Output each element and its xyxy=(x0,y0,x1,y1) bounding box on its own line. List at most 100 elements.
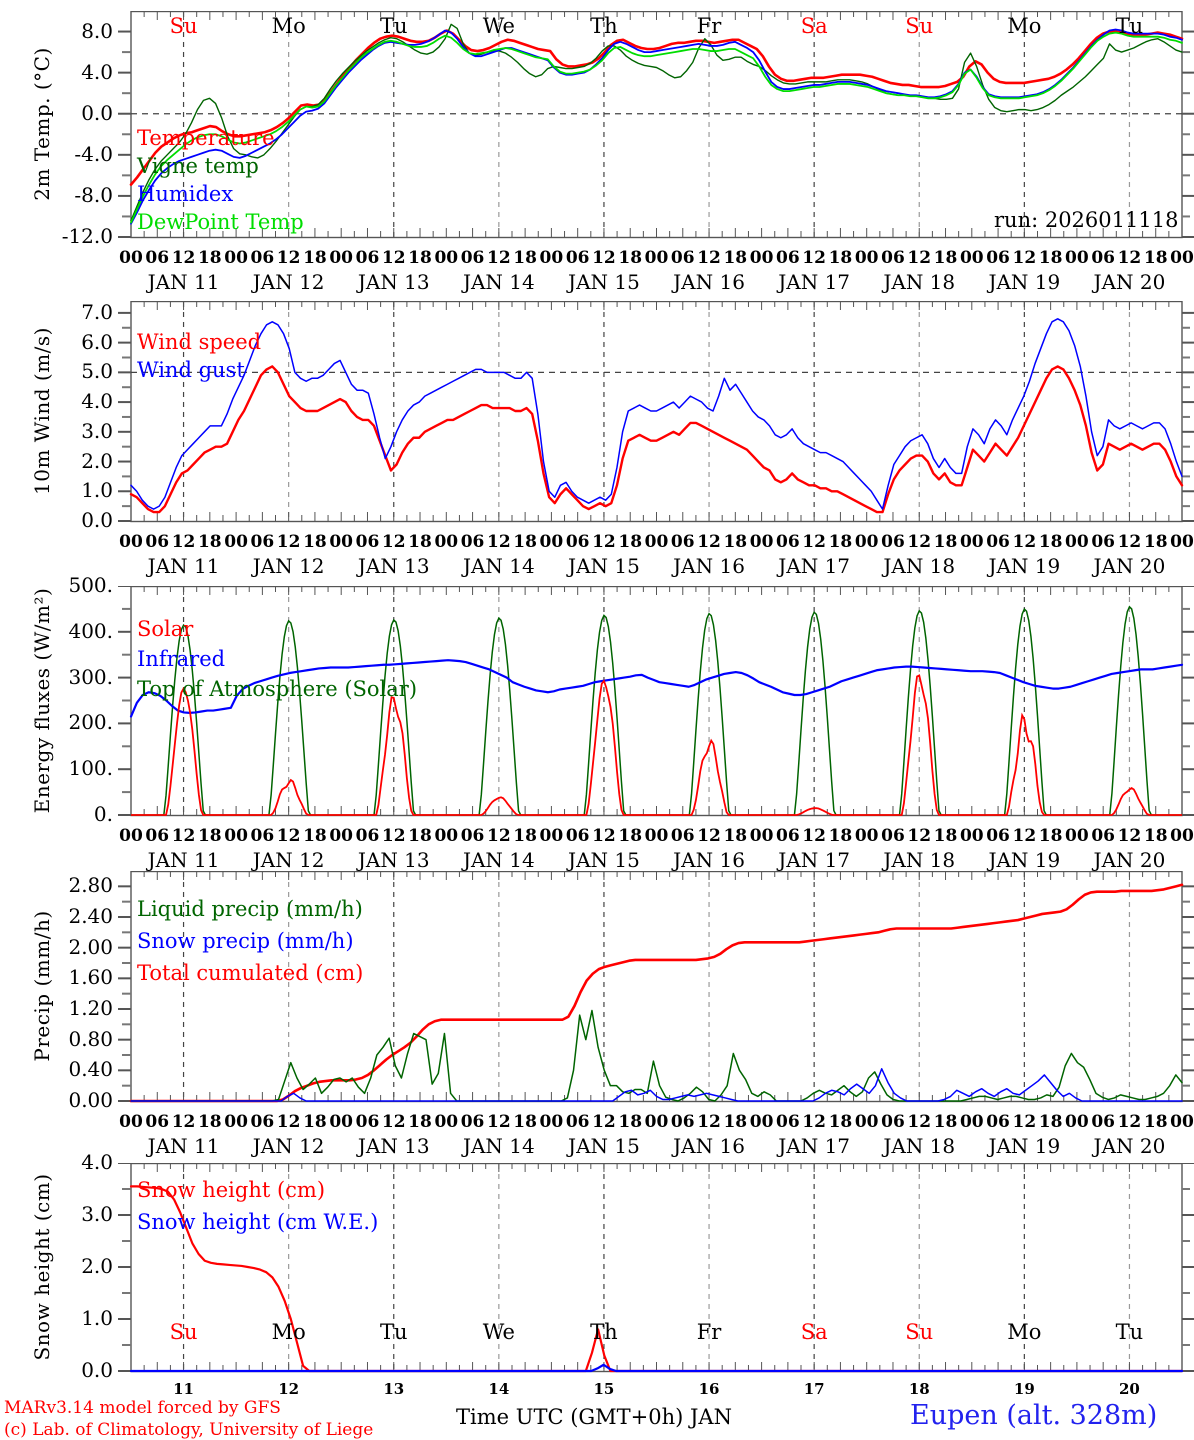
y-tick-label: 4.0 xyxy=(81,389,113,414)
weekday-label-tu-9: Tu xyxy=(1115,14,1144,38)
x-day-number-label: 14 xyxy=(488,1380,510,1398)
x-day-number-label: 12 xyxy=(278,1380,300,1398)
legend-item-wind-1: Wind gust xyxy=(137,358,245,382)
x-day-number-label: 20 xyxy=(1119,1380,1140,1398)
weekday-label-tu-9: Tu xyxy=(1115,1320,1144,1344)
x-hour-tick-label: 06 xyxy=(250,826,275,846)
x-hour-tick-label: 00 xyxy=(1170,248,1194,268)
x-hour-tick-label: 06 xyxy=(355,826,380,846)
x-hour-tick-label: 06 xyxy=(881,1112,905,1132)
x-hour-tick-label: 00 xyxy=(539,826,564,846)
x-hour-tick-label: 18 xyxy=(723,248,748,268)
legend-item-precip-1: Snow precip (mm/h) xyxy=(137,929,354,953)
x-hour-tick-label: 18 xyxy=(828,1112,853,1132)
x-hour-tick-label: 06 xyxy=(250,248,275,268)
x-hour-tick-label: 12 xyxy=(592,532,616,552)
y-tick-label: 300. xyxy=(68,664,113,689)
x-hour-tick-label: 12 xyxy=(1012,1112,1037,1132)
weekday-label-su-7: Su xyxy=(905,14,934,38)
x-hour-tick-label: 12 xyxy=(276,532,301,552)
x-hour-tick-label: 12 xyxy=(1012,826,1037,846)
x-date-label: JAN 18 xyxy=(883,1134,956,1158)
x-hour-tick-label: 12 xyxy=(171,1112,196,1132)
y-tick-label: 100. xyxy=(68,756,113,781)
x-hour-tick-label: 00 xyxy=(539,248,564,268)
x-hour-tick-label: 00 xyxy=(644,532,669,552)
y-tick-label: 3.0 xyxy=(81,1202,113,1226)
x-hour-tick-label: 06 xyxy=(776,1112,800,1132)
legend-item-temperature-3: DewPoint Temp xyxy=(137,210,304,234)
x-date-label: JAN 12 xyxy=(252,848,325,872)
x-hour-tick-label: 00 xyxy=(539,1112,564,1132)
x-day-number-label: 18 xyxy=(908,1380,930,1398)
x-hour-tick-label: 18 xyxy=(933,532,958,552)
weekday-label-su-0: Su xyxy=(169,1320,198,1344)
x-date-label: JAN 14 xyxy=(462,848,535,872)
x-date-label: JAN 11 xyxy=(147,848,220,872)
x-date-label: JAN 18 xyxy=(883,554,956,578)
x-date-label: JAN 15 xyxy=(568,1134,640,1158)
x-hour-tick-label: 00 xyxy=(959,826,984,846)
x-hour-tick-label: 12 xyxy=(592,1112,616,1132)
y-tick-label: 0.80 xyxy=(68,1026,113,1051)
x-hour-tick-label: 06 xyxy=(355,248,380,268)
x-hour-tick-label: 00 xyxy=(644,1112,669,1132)
x-hour-tick-label: 06 xyxy=(145,826,170,846)
x-hour-tick-label: 06 xyxy=(355,532,380,552)
x-hour-tick-label: 00 xyxy=(1065,248,1089,268)
x-hour-tick-label: 06 xyxy=(776,248,800,268)
legend-item-temperature-0: Temperature xyxy=(137,126,275,150)
y-tick-label: 200. xyxy=(68,710,113,735)
x-hour-tick-label: 12 xyxy=(1117,826,1142,846)
x-hour-tick-label: 00 xyxy=(644,826,669,846)
x-hour-tick-label: 00 xyxy=(644,248,669,268)
run-label: run: 2026011118 xyxy=(994,208,1179,232)
x-hour-tick-label: 00 xyxy=(854,826,879,846)
x-hour-tick-label: 00 xyxy=(1170,1112,1194,1132)
series-line xyxy=(130,318,1183,510)
plot-canvas xyxy=(118,1163,1194,1373)
x-date-label: JAN 14 xyxy=(462,554,535,578)
x-hour-tick-label: 18 xyxy=(618,826,643,846)
x-hour-tick-label: 06 xyxy=(355,1112,380,1132)
x-hour-tick-label: 00 xyxy=(329,826,354,846)
x-hour-tick-label: 18 xyxy=(303,1112,327,1132)
x-day-number-label: 15 xyxy=(593,1380,615,1398)
plot-canvas xyxy=(118,586,1194,817)
x-hour-tick-label: 00 xyxy=(749,248,774,268)
x-hour-tick-label: 00 xyxy=(224,532,248,552)
plot-canvas xyxy=(118,11,1194,239)
x-hour-tick-label: 06 xyxy=(565,1112,590,1132)
x-hour-tick-label: 12 xyxy=(907,1112,932,1132)
x-hour-tick-label: 00 xyxy=(224,1112,248,1132)
y-tick-label: 7.0 xyxy=(81,299,113,324)
legend-item-temperature-1: Vigne temp xyxy=(137,154,259,178)
x-hour-tick-label: 00 xyxy=(224,826,248,846)
x-hour-tick-label: 06 xyxy=(670,826,695,846)
weekday-label-sa-6: Sa xyxy=(800,14,828,38)
x-hour-tick-label: 12 xyxy=(1117,248,1142,268)
x-hour-tick-label: 00 xyxy=(854,1112,879,1132)
x-hour-tick-label: 00 xyxy=(749,1112,774,1132)
x-hour-tick-label: 12 xyxy=(381,532,406,552)
x-hour-tick-label: 00 xyxy=(329,248,354,268)
x-hour-tick-label: 00 xyxy=(1065,1112,1089,1132)
x-hour-tick-label: 00 xyxy=(854,532,879,552)
x-hour-tick-label: 00 xyxy=(1170,532,1194,552)
weekday-label-mo-8: Mo xyxy=(1007,1320,1042,1344)
x-hour-tick-label: 18 xyxy=(933,1112,958,1132)
x-date-label: JAN 19 xyxy=(988,554,1061,578)
x-date-label: JAN 15 xyxy=(568,848,640,872)
x-hour-tick-label: 06 xyxy=(670,248,695,268)
legend-item-wind-0: Wind speed xyxy=(137,330,262,354)
x-hour-tick-label: 18 xyxy=(197,1112,222,1132)
x-hour-tick-label: 06 xyxy=(986,826,1010,846)
x-hour-tick-label: 06 xyxy=(670,532,695,552)
x-hour-tick-label: 12 xyxy=(276,826,301,846)
x-date-label: JAN 16 xyxy=(673,848,745,872)
y-tick-label: 0.40 xyxy=(68,1057,113,1082)
x-hour-tick-label: 00 xyxy=(749,826,774,846)
x-date-label: JAN 16 xyxy=(673,270,745,294)
x-hour-tick-label: 00 xyxy=(854,248,879,268)
x-hour-tick-label: 00 xyxy=(119,532,143,552)
